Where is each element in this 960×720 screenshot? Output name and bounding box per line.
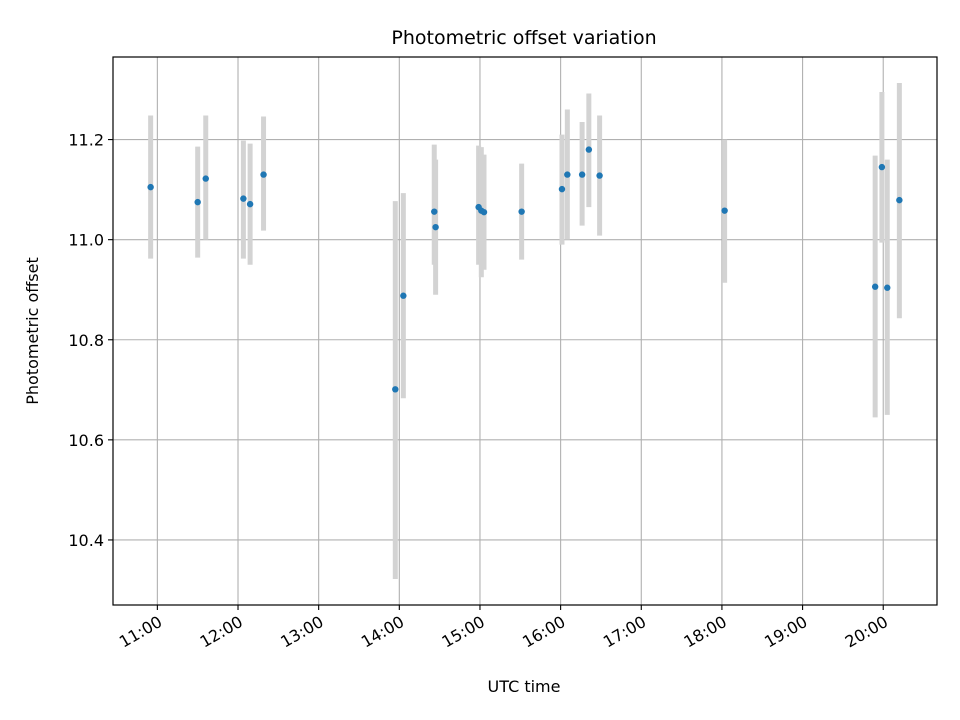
data-point	[400, 292, 407, 299]
data-point	[871, 283, 879, 290]
data-point	[721, 207, 728, 214]
data-point	[392, 386, 399, 393]
data-point	[564, 171, 571, 178]
chart-title: Photometric offset variation	[391, 27, 656, 49]
y-tick-label: 10.8	[68, 331, 104, 350]
data-point	[431, 208, 438, 215]
data-point	[585, 146, 593, 153]
y-tick-label: 10.4	[68, 531, 104, 550]
data-point	[884, 284, 891, 291]
y-tick-label: 11.0	[68, 231, 104, 250]
data-point	[596, 172, 603, 179]
plot-frame	[112, 56, 938, 606]
data-point	[432, 223, 439, 231]
data-point	[147, 183, 154, 191]
data-point	[260, 171, 267, 178]
data-point	[480, 208, 488, 216]
data-point	[202, 175, 209, 182]
y-axis-label: Photometric offset	[23, 257, 42, 405]
data-points	[147, 146, 903, 393]
data-point	[194, 198, 201, 206]
y-axis-ticks: 10.4 10.6 10.8 11.0 11.2	[68, 131, 113, 550]
y-tick-label: 11.2	[68, 131, 104, 150]
data-point	[240, 195, 247, 202]
x-axis-label: UTC time	[488, 677, 561, 696]
data-point	[558, 185, 566, 193]
y-tick-label: 10.6	[68, 431, 104, 450]
grid	[113, 57, 937, 605]
data-point	[518, 208, 525, 215]
data-point	[878, 163, 886, 171]
data-point	[246, 200, 254, 208]
data-point	[578, 171, 586, 178]
data-point	[896, 196, 903, 204]
